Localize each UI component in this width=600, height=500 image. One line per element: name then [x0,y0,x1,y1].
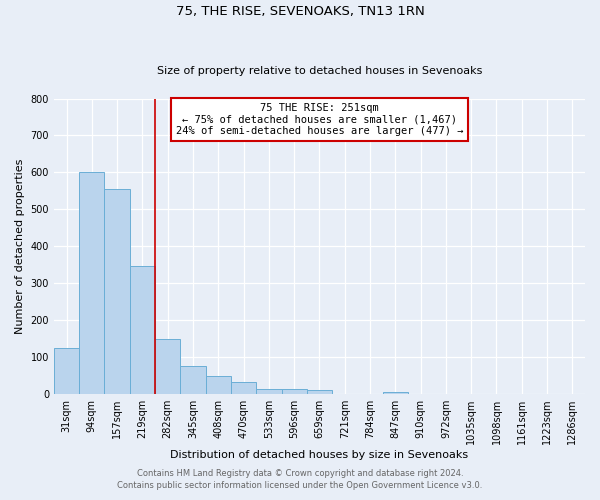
Bar [155,340,181,394]
Bar [307,390,332,394]
Text: 75 THE RISE: 251sqm
← 75% of detached houses are smaller (1,467)
24% of semi-det: 75 THE RISE: 251sqm ← 75% of detached ho… [176,103,463,136]
Text: Contains HM Land Registry data © Crown copyright and database right 2024.
Contai: Contains HM Land Registry data © Crown c… [118,468,482,490]
Title: Size of property relative to detached houses in Sevenoaks: Size of property relative to detached ho… [157,66,482,76]
Bar [181,366,206,394]
Bar [256,390,281,394]
Bar [104,189,130,394]
X-axis label: Distribution of detached houses by size in Sevenoaks: Distribution of detached houses by size … [170,450,469,460]
Bar [231,382,256,394]
Bar [206,376,231,394]
Bar [281,390,307,394]
Bar [130,266,155,394]
Bar [383,392,408,394]
Text: 75, THE RISE, SEVENOAKS, TN13 1RN: 75, THE RISE, SEVENOAKS, TN13 1RN [176,5,424,18]
Bar [54,348,79,394]
Bar [79,172,104,394]
Y-axis label: Number of detached properties: Number of detached properties [15,158,25,334]
